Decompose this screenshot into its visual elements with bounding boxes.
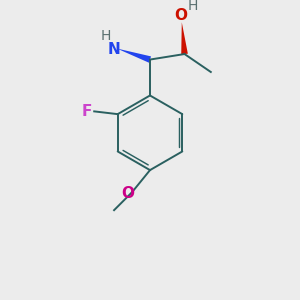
Text: N: N	[108, 42, 120, 57]
Text: O: O	[174, 8, 187, 23]
Polygon shape	[181, 22, 188, 54]
Text: H: H	[188, 0, 198, 13]
Text: F: F	[82, 104, 92, 119]
Polygon shape	[117, 49, 151, 63]
Text: H: H	[100, 29, 111, 43]
Text: O: O	[122, 186, 134, 201]
